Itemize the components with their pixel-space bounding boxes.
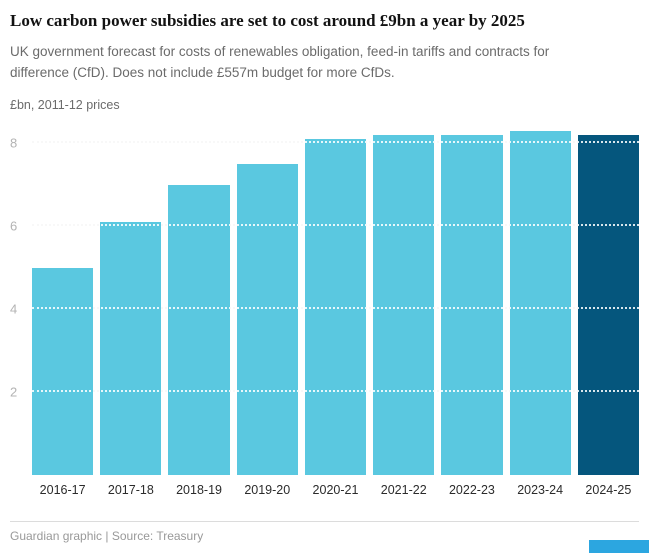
corner-accent [589, 540, 649, 553]
chart-subtitle: UK government forecast for costs of rene… [10, 44, 550, 80]
chart-title: Low carbon power subsidies are set to co… [10, 11, 525, 30]
x-axis-label-2023-24: 2023-24 [517, 482, 564, 497]
bar-chart: 2 4 6 8 [10, 125, 639, 475]
plot-area [32, 125, 639, 475]
x-axis-label-2024-25: 2024-25 [585, 482, 632, 497]
bar-2021-22 [373, 135, 435, 475]
x-axis-label-2017-18: 2017-18 [107, 482, 154, 497]
bars-row [32, 125, 639, 475]
bar-2016-17 [32, 267, 94, 475]
bar-2022-23 [441, 135, 503, 475]
bar-2017-18 [100, 222, 162, 475]
y-axis: 2 4 6 8 [10, 125, 32, 475]
y-tick-label-8: 8 [10, 135, 18, 151]
bar-2024-25 [577, 135, 639, 475]
x-axis-label-2022-23: 2022-23 [448, 482, 495, 497]
y-tick-label-4: 4 [10, 301, 18, 317]
source-credit: Guardian graphic | Source: Treasury [10, 520, 639, 543]
bar-2020-21 [304, 139, 367, 475]
x-axis-label-2020-21: 2020-21 [312, 482, 359, 497]
y-tick-label-6: 6 [10, 218, 18, 234]
bar-2018-19 [168, 184, 230, 475]
y-tick-label-2: 2 [10, 384, 18, 400]
x-axis-label-2019-20: 2019-20 [244, 482, 291, 497]
x-axis-label-2018-19: 2018-19 [176, 482, 222, 497]
x-axis-label-2021-22: 2021-22 [380, 482, 427, 497]
x-axis: 2016-17 2017-18 2018-19 2019-20 2020-21 2021-… [32, 483, 639, 497]
bar-2023-24 [509, 130, 571, 475]
bar-2019-20 [236, 164, 298, 475]
x-axis-label-2016-17: 2016-17 [39, 482, 86, 497]
unit-label: £bn, 2011-12 prices [10, 97, 120, 112]
